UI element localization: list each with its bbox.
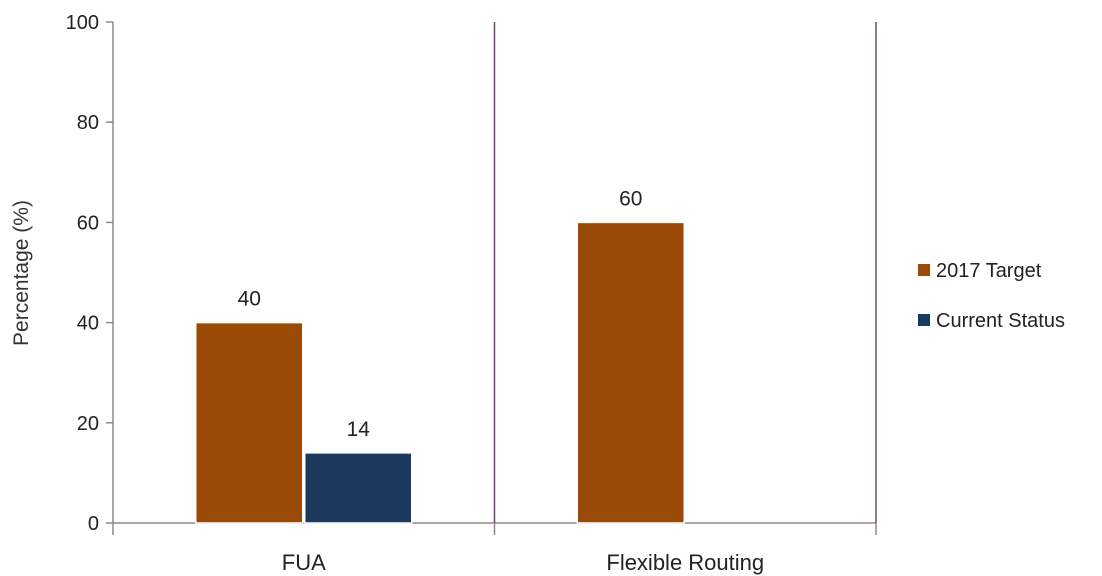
x-category-label: Flexible Routing bbox=[606, 550, 764, 575]
legend-label: 2017 Target bbox=[936, 260, 1042, 282]
y-axis-title: Percentage (%) bbox=[10, 200, 33, 346]
y-tick-label: 100 bbox=[66, 12, 99, 34]
y-tick-label: 80 bbox=[77, 112, 99, 134]
bar-current-status bbox=[304, 452, 413, 524]
bar-2017-target bbox=[576, 221, 685, 524]
y-tick-label: 60 bbox=[77, 212, 99, 234]
y-tick-label: 0 bbox=[88, 513, 99, 535]
plot-area: 0 20 40 60 80 100 40 14 FUA 60 Flexible Routing bbox=[66, 12, 877, 575]
y-tick-label: 20 bbox=[77, 413, 99, 435]
data-label: 40 bbox=[238, 288, 261, 311]
legend-label: Current Status bbox=[936, 310, 1065, 332]
x-category-label: FUA bbox=[282, 550, 326, 575]
legend-swatch bbox=[918, 264, 930, 276]
data-label: 60 bbox=[619, 187, 642, 210]
legend: 2017 Target Current Status bbox=[918, 260, 1065, 332]
data-label: 14 bbox=[347, 418, 371, 441]
y-tick-label: 40 bbox=[77, 313, 99, 335]
legend-swatch bbox=[918, 314, 930, 326]
bar-2017-target bbox=[195, 321, 304, 524]
